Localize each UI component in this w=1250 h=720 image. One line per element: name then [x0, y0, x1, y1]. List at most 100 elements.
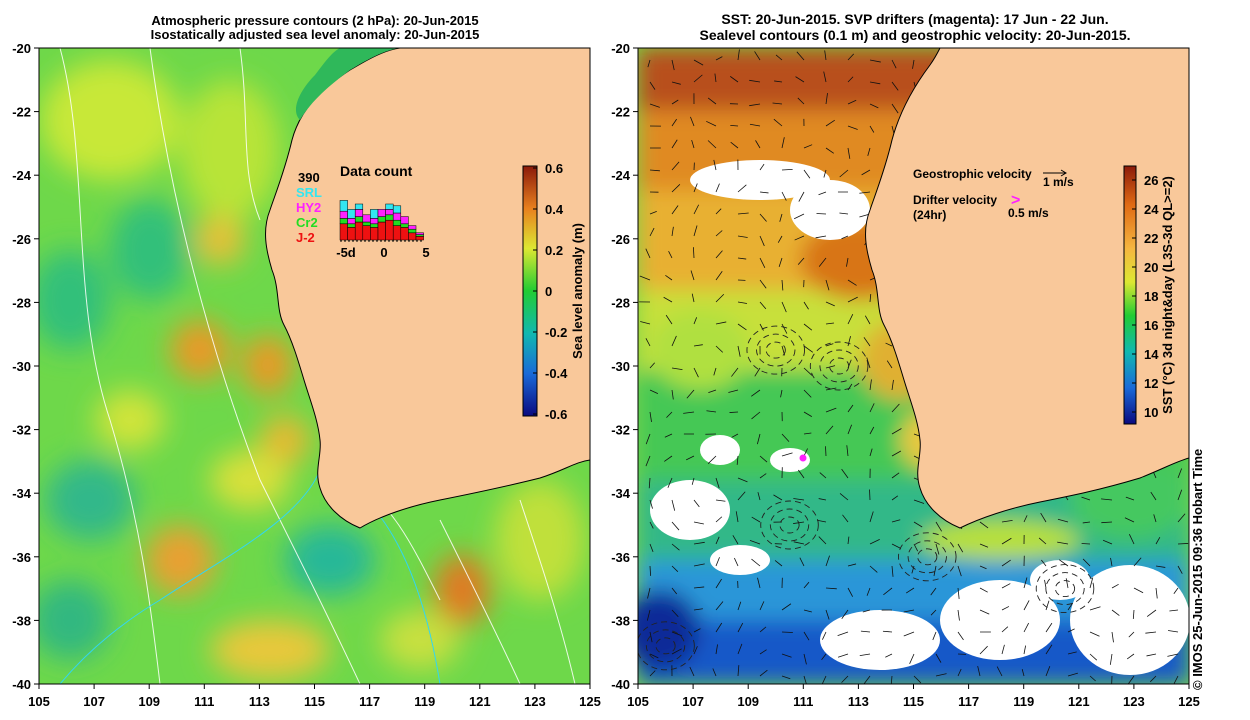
velocity-arrow: [1040, 512, 1047, 523]
velocity-arrow: [1102, 539, 1113, 545]
right-title: SST: 20-Jun-2015. SVP drifters (magenta)…: [640, 11, 1190, 43]
velocity-arrow: [818, 498, 827, 501]
velocity-arrow: [780, 389, 783, 398]
left-land: [265, 48, 590, 529]
inset-bar-cr2: [347, 223, 356, 228]
velocity-arrow: [825, 279, 830, 291]
inset-bar-cr2: [370, 223, 379, 228]
velocity-arrow: [647, 587, 651, 599]
legend-geo-value: 1 m/s: [1043, 175, 1074, 189]
sst-patch: [920, 520, 1080, 560]
velocity-arrow: [693, 204, 700, 215]
velocity-arrow: [796, 51, 805, 61]
velocity-arrow: [847, 404, 854, 413]
inset-bar-hy2: [400, 216, 409, 225]
velocity-arrow: [869, 103, 879, 109]
velocity-arrow: [841, 675, 849, 683]
velocity-arrow: [797, 97, 805, 105]
velocity-arrow: [715, 230, 723, 237]
velocity-arrow: [891, 495, 899, 501]
velocity-arrow: [1177, 489, 1183, 501]
colorbar-tick-label: -0.2: [545, 325, 567, 340]
sla-colorbar-label: Sea level anomaly (m): [570, 223, 585, 359]
velocity-arrow: [757, 492, 761, 501]
velocity-arrow: [731, 433, 739, 438]
velocity-arrow: [1173, 675, 1179, 684]
y-tick-label: -28: [611, 295, 630, 310]
velocity-arrow: [825, 425, 834, 435]
y-tick-label: -20: [12, 41, 31, 56]
velocity-arrow: [821, 675, 827, 684]
velocity-arrow: [867, 147, 871, 156]
velocity-arrow: [846, 257, 849, 267]
velocity-arrow: [671, 161, 680, 171]
velocity-arrow: [1001, 606, 1010, 611]
x-tick-label: 107: [682, 694, 704, 709]
velocity-arrow: [1081, 496, 1091, 501]
velocity-arrow: [957, 609, 960, 621]
cloud-mask: [650, 160, 1189, 675]
inset-bar-j-2: [385, 219, 394, 241]
velocity-arrow: [693, 59, 704, 66]
velocity-arrow: [825, 587, 837, 590]
eddy-ring: [756, 333, 796, 367]
velocity-arrow: [841, 468, 849, 479]
velocity-arrow: [869, 294, 872, 303]
velocity-arrow: [891, 428, 902, 435]
y-tick-label: -32: [12, 423, 31, 438]
inset-bar-j-2: [347, 227, 356, 241]
velocity-arrow: [645, 433, 651, 445]
velocity-arrow: [759, 669, 768, 677]
velocity-arrow: [803, 581, 810, 589]
velocity-arrow: [773, 118, 783, 127]
velocity-arrow: [706, 410, 717, 413]
sst-patch: [650, 310, 750, 390]
right-title-line2: Sealevel contours (0.1 m) and geostrophi…: [699, 27, 1131, 43]
sla-patch: [495, 480, 585, 600]
velocity-arrow: [935, 653, 942, 663]
inset-legend-cr2: Cr2: [296, 215, 318, 230]
velocity-arrow: [818, 536, 827, 545]
velocity-arrow: [797, 469, 805, 479]
velocity-arrow: [859, 653, 871, 657]
legend-drifter-label: Drifter velocity: [913, 193, 997, 207]
velocity-arrow: [646, 609, 651, 621]
sla-patch: [210, 450, 290, 510]
inset-bar-cr2: [408, 228, 417, 234]
velocity-arrow: [664, 433, 673, 438]
velocity-arrow: [691, 139, 695, 149]
velocity-arrow: [825, 147, 834, 154]
cloud-gap: [650, 480, 730, 540]
velocity-arrow: [825, 387, 837, 391]
velocity-arrow: [1057, 518, 1069, 523]
inset-x-tick: 0: [380, 245, 387, 260]
velocity-arrow: [839, 169, 849, 178]
velocity-arrow: [818, 257, 827, 267]
velocity-arrow: [891, 565, 894, 577]
inset-bar-hy2: [377, 209, 386, 217]
eddy-ring: [638, 621, 695, 671]
velocity-arrow: [803, 301, 809, 310]
x-tick-label: 109: [737, 694, 759, 709]
velocity-arrow: [891, 543, 902, 549]
velocity-arrow: [825, 322, 835, 325]
inset-bar-cr2: [385, 214, 394, 221]
velocity-arrow: [847, 587, 853, 597]
velocity-arrow: [869, 511, 874, 523]
inset-total: 390: [298, 170, 320, 185]
sla-patch: [285, 525, 375, 595]
velocity-arrow: [793, 498, 805, 501]
colorbar-tick-label: 12: [1144, 376, 1158, 391]
inset-x-tick: -5d: [336, 245, 356, 260]
velocity-arrow: [649, 389, 659, 394]
inset-legend-hy2: HY2: [296, 200, 321, 215]
inset-bar-cr2: [415, 234, 424, 237]
velocity-arrow: [671, 521, 680, 531]
velocity-arrow: [979, 565, 987, 570]
velocity-arrow: [732, 535, 739, 545]
legend-geo-arrowhead: [1060, 169, 1067, 177]
velocity-arrow: [737, 477, 748, 483]
velocity-arrow: [869, 565, 878, 573]
sla-patch: [380, 610, 460, 670]
